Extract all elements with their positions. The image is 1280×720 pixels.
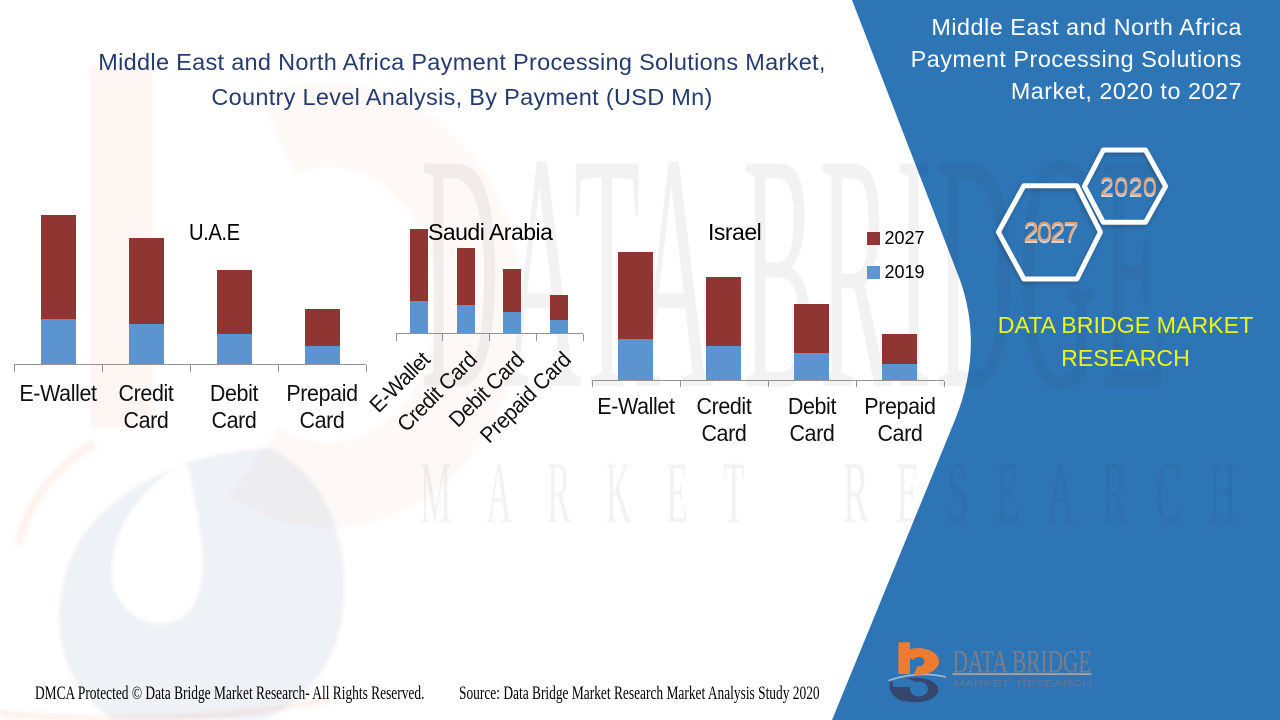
svg-text:DATA BRIDGE: DATA BRIDGE — [953, 644, 1092, 680]
svg-text:MARKET RESEARCH: MARKET RESEARCH — [954, 679, 1092, 690]
